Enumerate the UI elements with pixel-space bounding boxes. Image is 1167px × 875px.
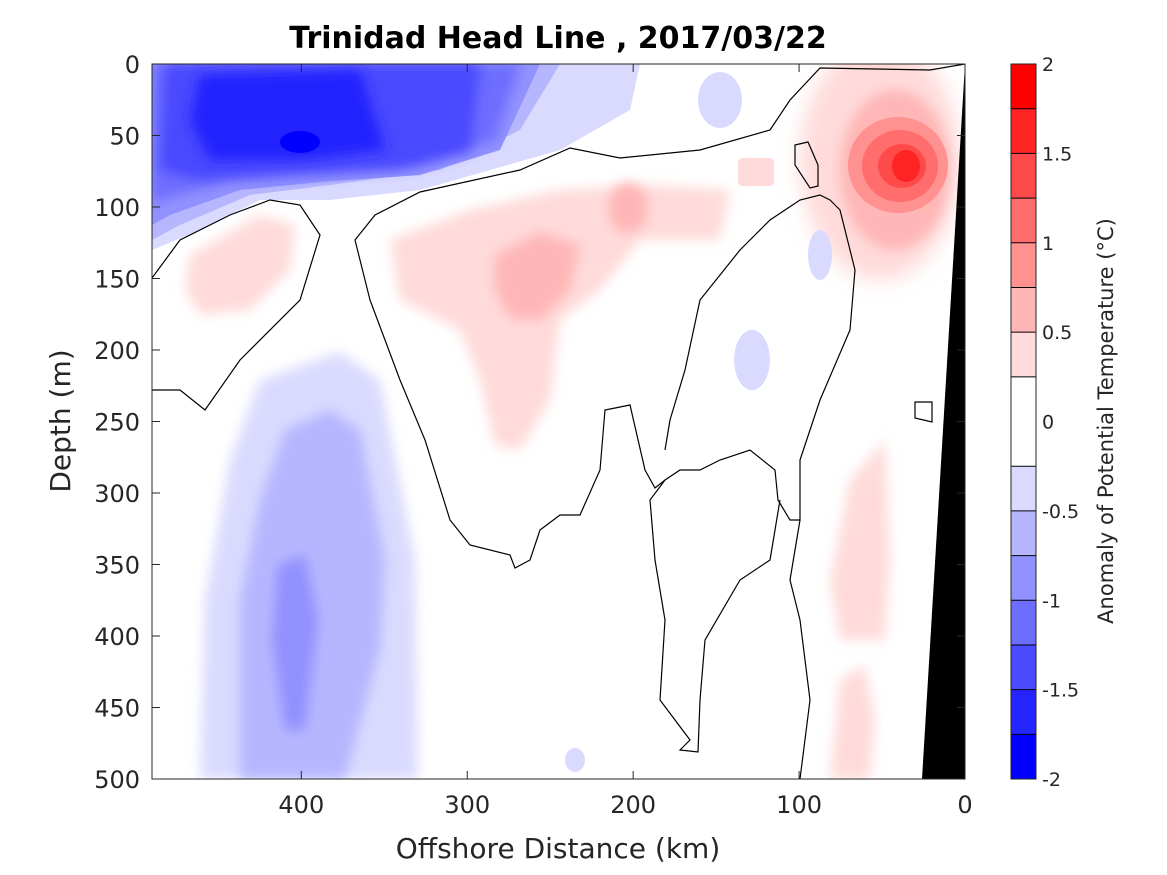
warm-band-core	[495, 232, 580, 320]
y-tick-label: 200	[94, 337, 140, 365]
colorbar-tick-label: 0.5	[1042, 322, 1072, 344]
warm-band-outer	[390, 185, 730, 450]
warm-left-lobe	[185, 215, 295, 315]
colorbar-tick-label: -0.5	[1042, 501, 1079, 523]
colorbar: 2 1.5 1 0.5 0 -0.5 -1 -1.5 -2	[1010, 54, 1079, 791]
cold-patch-small	[698, 72, 742, 128]
warm-regions	[185, 64, 960, 779]
colorbar-segment	[1011, 689, 1036, 735]
deep-warm-strip-lower	[830, 665, 875, 779]
zero-contour-bottom	[789, 519, 811, 779]
x-tick-label: 100	[776, 791, 822, 819]
colorbar-segment	[1011, 510, 1036, 556]
zero-contour-lower	[649, 479, 781, 753]
colorbar-segment	[1011, 644, 1036, 690]
y-axis: 0 50 100 150 200 250 300 350 400 450 500	[94, 51, 965, 794]
y-tick-label: 100	[94, 194, 140, 222]
y-tick-label: 500	[94, 766, 140, 794]
x-tick-label: 300	[444, 791, 490, 819]
warm-band-spot	[608, 183, 648, 233]
x-axis-label: Offshore Distance (km)	[396, 832, 721, 865]
y-tick-label: 350	[94, 552, 140, 580]
colorbar-segment	[1011, 734, 1036, 779]
colorbar-tick-label: 1.5	[1042, 143, 1072, 165]
x-tick-label: 200	[610, 791, 656, 819]
colorbar-segment	[1011, 555, 1036, 601]
bathymetry-mask	[922, 64, 965, 779]
deep-cold-level3	[272, 555, 318, 730]
cold-blob-mid	[734, 330, 770, 390]
y-tick-label: 300	[94, 480, 140, 508]
colorbar-frame	[1010, 63, 1037, 780]
y-tick-label: 150	[94, 266, 140, 294]
cold-core-level6	[190, 70, 385, 160]
zero-contours	[152, 64, 965, 779]
colorbar-segment	[1011, 198, 1036, 243]
warm-core-center	[892, 150, 920, 182]
colorbar-segment	[1011, 376, 1036, 467]
y-tick-label: 0	[125, 51, 140, 79]
y-axis-label: Depth (m)	[44, 349, 77, 492]
warm-patch-small	[738, 158, 774, 186]
cold-core-center	[280, 131, 320, 153]
cold-blob-right	[808, 230, 832, 280]
cold-core-region	[152, 64, 742, 250]
zero-contour-upper	[152, 199, 321, 411]
colorbar-segment	[1011, 64, 1036, 109]
colorbar-segment	[1011, 287, 1036, 333]
y-tick-label: 450	[94, 695, 140, 723]
colorbar-segment	[1011, 332, 1036, 377]
cold-blob-bottom	[565, 748, 585, 772]
x-tick-label: 400	[278, 791, 324, 819]
x-tick-label: 0	[957, 791, 972, 819]
colorbar-tick-label: -1	[1042, 590, 1061, 612]
chart-title: Trinidad Head Line , 2017/03/22	[289, 21, 826, 56]
y-tick-label: 250	[94, 409, 140, 437]
y-tick-label: 50	[109, 123, 140, 151]
colorbar-tick-label: -2	[1042, 769, 1061, 791]
colorbar-segment	[1011, 108, 1036, 154]
colorbar-segment	[1011, 600, 1036, 645]
colorbar-tick-label: 0	[1042, 412, 1054, 434]
plot-area	[152, 64, 965, 779]
colorbar-tick-label: -1.5	[1042, 680, 1079, 702]
zero-contour-small	[794, 141, 819, 189]
deep-cold-column	[200, 230, 832, 779]
deep-warm-strip-upper	[830, 440, 890, 640]
colorbar-segment	[1011, 242, 1036, 288]
x-axis: 400 300 200 100 0	[278, 64, 973, 819]
colorbar-segment	[1011, 153, 1036, 199]
colorbar-segment	[1011, 466, 1036, 511]
colorbar-tick-label: 2	[1042, 54, 1054, 76]
zero-contour-main	[354, 64, 965, 569]
y-tick-label: 400	[94, 623, 140, 651]
colorbar-label: Anomaly of Potential Temperature (°C)	[1094, 218, 1118, 624]
zero-contour-tiny	[914, 401, 933, 423]
colorbar-tick-label: 1	[1042, 233, 1054, 255]
